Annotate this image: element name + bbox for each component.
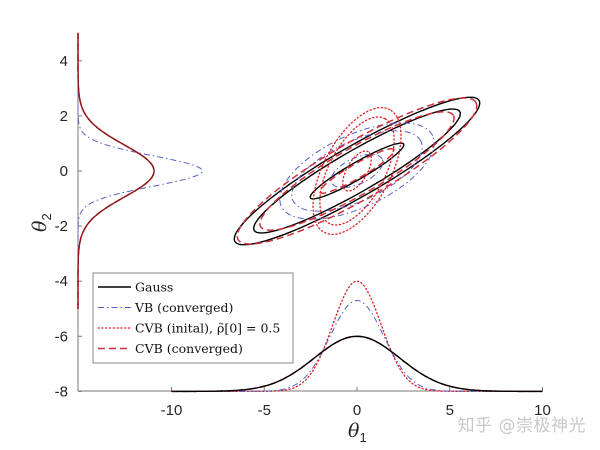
contour-dotted	[319, 116, 395, 226]
legend: Gauss VB (converged) CVB (inital), ρ̃[0] =…	[92, 272, 294, 364]
y-tick-label: -4	[55, 273, 68, 290]
marginal-theta2-dotted	[77, 32, 155, 310]
contour-solid	[309, 142, 405, 200]
y-axis-label: θ2	[29, 213, 54, 232]
legend-label: Gauss	[135, 280, 173, 295]
watermark: 知乎 @崇极神光	[457, 416, 586, 436]
x-tick-label: 5	[446, 402, 454, 419]
contour-dashdot	[330, 153, 384, 189]
marginal-theta1-dashdot	[171, 299, 543, 392]
contour-dashed	[319, 148, 395, 194]
marginal-theta2-solid	[77, 33, 155, 309]
y-tick-label: 2	[60, 108, 68, 125]
contour-plot	[233, 96, 481, 246]
x-axis-label: θ1	[348, 420, 367, 445]
contour-solid	[233, 96, 481, 246]
legend-label: CVB (inital), ρ̃[0] = 0.5	[135, 321, 280, 336]
contour-dashed	[236, 97, 478, 245]
x-tick-label: -5	[258, 402, 271, 419]
marginal-theta1-dotted	[170, 280, 544, 393]
y-tick-label: -2	[55, 218, 68, 235]
marginal-theta1-solid	[171, 335, 543, 393]
y-tick-label: 4	[60, 53, 68, 70]
theta1-marginal-plot	[170, 280, 544, 393]
x-tick-label: 0	[353, 402, 361, 419]
x-tick-label: 10	[534, 402, 551, 419]
x-tick-label: -10	[161, 402, 183, 419]
theta2-marginal-plot	[77, 32, 203, 310]
contour-dashed	[259, 111, 455, 231]
x-ticks: -10 -5 0 5 10	[161, 387, 551, 419]
y-ticks: 4 2 0 -2 -4 -6 -8	[55, 53, 82, 400]
y-tick-label: -6	[55, 328, 68, 345]
marginal-theta2-dashed	[77, 33, 155, 309]
legend-label: CVB (converged)	[135, 341, 243, 356]
y-tick-label: 0	[60, 163, 68, 180]
contour-dotted	[312, 106, 402, 236]
contour-solid	[252, 108, 462, 234]
axes: 4 2 0 -2 -4 -6 -8 -10 -5 0 5 10	[55, 33, 551, 419]
contour-dotted	[342, 150, 372, 192]
legend-label: VB (converged)	[134, 300, 233, 315]
marginal-theta2-dashdot	[77, 33, 203, 309]
y-tick-label: -8	[55, 383, 68, 400]
